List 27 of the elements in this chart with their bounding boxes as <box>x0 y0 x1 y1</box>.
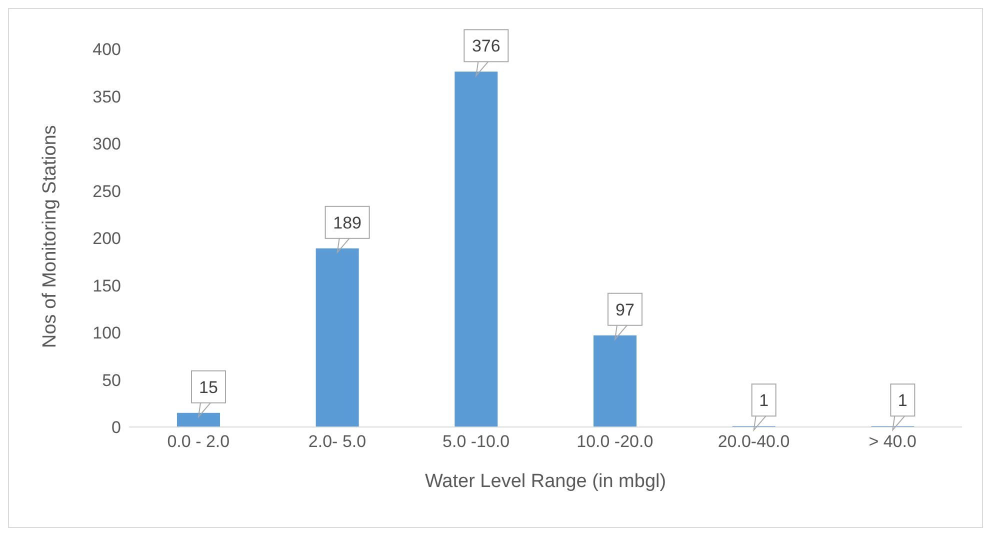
bar <box>454 72 498 427</box>
data-label: 189 <box>333 213 362 232</box>
x-tick-label: > 40.0 <box>868 432 916 452</box>
y-tick-label: 100 <box>92 324 121 343</box>
y-tick-label: 150 <box>92 276 121 296</box>
x-tick-label: 10.0 -20.0 <box>576 432 654 452</box>
y-tick-label: 350 <box>92 87 121 106</box>
bar <box>594 335 636 427</box>
x-tick-label: 20.0-40.0 <box>718 432 790 452</box>
data-label: 97 <box>616 300 634 320</box>
data-label: 376 <box>472 36 500 56</box>
y-tick-label: 50 <box>102 370 121 390</box>
bar <box>316 248 359 427</box>
y-tick-label: 200 <box>92 229 121 248</box>
x-axis-title: Water Level Range (in mbgl) <box>424 471 666 492</box>
y-axis-title: Nos of Monitoring Stations <box>40 125 61 348</box>
bar <box>177 412 220 427</box>
data-label: 15 <box>199 378 218 397</box>
data-label: 1 <box>898 391 908 410</box>
data-label: 1 <box>759 391 769 410</box>
y-tick-label: 250 <box>92 182 121 201</box>
x-tick-label: 0.0 - 2.0 <box>167 432 230 452</box>
y-tick-label: 0 <box>112 418 121 438</box>
x-tick-label: 2.0- 5.0 <box>308 432 366 452</box>
y-tick-label: 400 <box>92 40 121 60</box>
x-tick-label: 5.0 -10.0 <box>442 432 510 452</box>
y-tick-label: 300 <box>92 134 121 154</box>
